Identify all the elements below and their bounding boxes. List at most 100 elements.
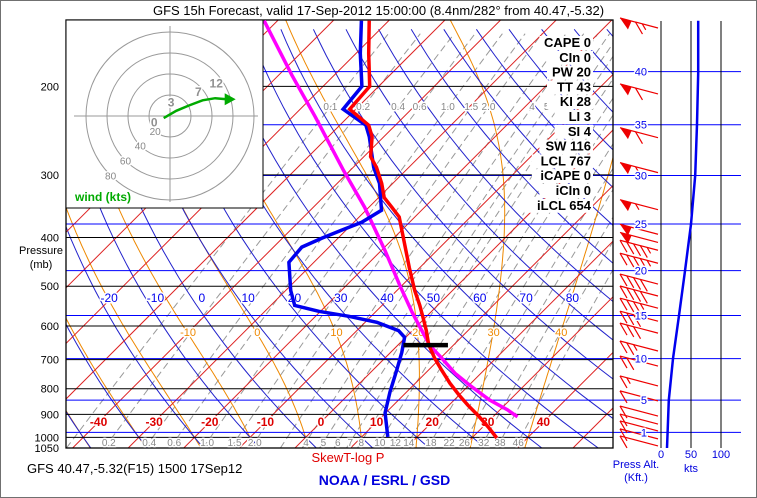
skewt-background (66, 20, 613, 448)
page-title: GFS 15h Forecast, valid 17-Sep-2012 15:0… (152, 3, 605, 18)
svg-text:800: 800 (41, 384, 59, 396)
svg-text:1.5: 1.5 (228, 438, 242, 449)
svg-text:600: 600 (41, 321, 59, 333)
svg-text:6: 6 (335, 438, 341, 449)
svg-text:40: 40 (135, 142, 147, 153)
svg-text:0.2: 0.2 (102, 438, 116, 449)
pressure-axis-units: (mb) (29, 259, 53, 271)
temperature-curve (347, 20, 499, 440)
svg-text:0: 0 (318, 415, 325, 429)
svg-text:400: 400 (41, 233, 59, 245)
svg-text:18: 18 (425, 438, 437, 449)
svg-text:0.1: 0.1 (323, 102, 337, 113)
svg-text:700: 700 (41, 355, 59, 367)
svg-text:iCAPE 0: iCAPE 0 (540, 168, 591, 183)
svg-text:50: 50 (427, 291, 441, 305)
svg-text:0: 0 (151, 116, 158, 130)
pressure-axis-title: Pressure (18, 245, 64, 257)
svg-text:1.0: 1.0 (441, 102, 455, 113)
svg-text:0.2: 0.2 (356, 102, 370, 113)
svg-text:38: 38 (494, 438, 506, 449)
svg-text:10: 10 (635, 354, 647, 366)
pressure-grid (65, 19, 614, 449)
svg-text:-30: -30 (146, 415, 164, 429)
hodograph-trace (163, 96, 227, 120)
svg-text:20: 20 (426, 415, 440, 429)
parcel-curve (262, 20, 519, 419)
svg-text:1000: 1000 (35, 432, 59, 444)
svg-text:CIn 0: CIn 0 (559, 50, 591, 65)
svg-text:3: 3 (168, 96, 175, 110)
svg-text:25: 25 (635, 219, 647, 231)
svg-text:1: 1 (641, 427, 647, 439)
svg-text:2.0: 2.0 (248, 438, 262, 449)
svg-text:-10: -10 (257, 415, 275, 429)
wind-speed-panel: 0 50 100 (656, 20, 732, 463)
press-alt-axis-title: Press Alt. (612, 459, 660, 471)
svg-text:40: 40 (555, 327, 567, 339)
svg-text:12: 12 (390, 438, 402, 449)
svg-text:5: 5 (321, 438, 327, 449)
svg-text:8: 8 (358, 438, 364, 449)
svg-text:1.0: 1.0 (200, 438, 214, 449)
svg-text:-10: -10 (147, 291, 165, 305)
svg-text:46: 46 (513, 438, 525, 449)
svg-text:60: 60 (120, 157, 132, 168)
hodograph-units-label: wind (kts) (75, 190, 131, 204)
wind-speed-axis-label: kts (683, 463, 699, 475)
svg-text:iLCL 654: iLCL 654 (537, 198, 592, 213)
svg-text:50: 50 (685, 449, 697, 461)
svg-text:15: 15 (635, 310, 647, 322)
svg-text:0: 0 (198, 291, 205, 305)
svg-text:5: 5 (544, 102, 550, 113)
svg-text:LI 3: LI 3 (569, 109, 591, 124)
press-alt-axis-units: (Kft.) (624, 472, 648, 484)
svg-text:0: 0 (254, 327, 260, 339)
hodograph-arrow-icon (224, 93, 236, 106)
svg-text:SI 4: SI 4 (568, 124, 592, 139)
svg-text:10: 10 (370, 415, 384, 429)
svg-text:-40: -40 (90, 415, 108, 429)
svg-text:35: 35 (635, 120, 647, 132)
svg-text:0.4: 0.4 (391, 102, 405, 113)
svg-text:30: 30 (635, 170, 647, 182)
svg-text:7: 7 (195, 85, 202, 99)
svg-text:10: 10 (330, 327, 342, 339)
wind-barb-column (619, 17, 659, 449)
svg-text:10: 10 (374, 438, 386, 449)
svg-text:KI 28: KI 28 (560, 94, 591, 109)
svg-text:4: 4 (529, 102, 535, 113)
svg-text:30: 30 (334, 291, 348, 305)
dewpoint-curve (287, 20, 407, 438)
svg-text:500: 500 (41, 281, 59, 293)
mixing-ratio-lines (66, 33, 613, 448)
svg-text:26: 26 (459, 438, 471, 449)
svg-text:0: 0 (658, 449, 664, 461)
svg-text:1050: 1050 (35, 443, 59, 455)
svg-text:-10: -10 (180, 327, 196, 339)
svg-text:5: 5 (641, 395, 647, 407)
svg-text:0.4: 0.4 (142, 438, 156, 449)
svg-text:22: 22 (444, 438, 456, 449)
svg-text:10: 10 (241, 291, 255, 305)
svg-text:30: 30 (488, 327, 500, 339)
svg-text:80: 80 (105, 171, 117, 182)
altitude-labels: 40 35 30 25 20 15 10 5 1 (633, 65, 648, 441)
svg-text:CAPE 0: CAPE 0 (544, 35, 591, 50)
chart-type-label: SkewT-log P (311, 450, 385, 465)
wind-speed-profile (665, 20, 700, 449)
svg-text:14: 14 (403, 438, 415, 449)
svg-text:TT 43: TT 43 (557, 79, 591, 94)
svg-text:12: 12 (210, 77, 224, 91)
svg-text:0.6: 0.6 (413, 102, 427, 113)
svg-text:60: 60 (473, 291, 487, 305)
svg-text:iCIn 0: iCIn 0 (556, 183, 591, 198)
svg-text:-20: -20 (100, 291, 118, 305)
svg-text:40: 40 (380, 291, 394, 305)
svg-text:LCL 767: LCL 767 (541, 153, 591, 168)
svg-text:200: 200 (41, 81, 59, 93)
